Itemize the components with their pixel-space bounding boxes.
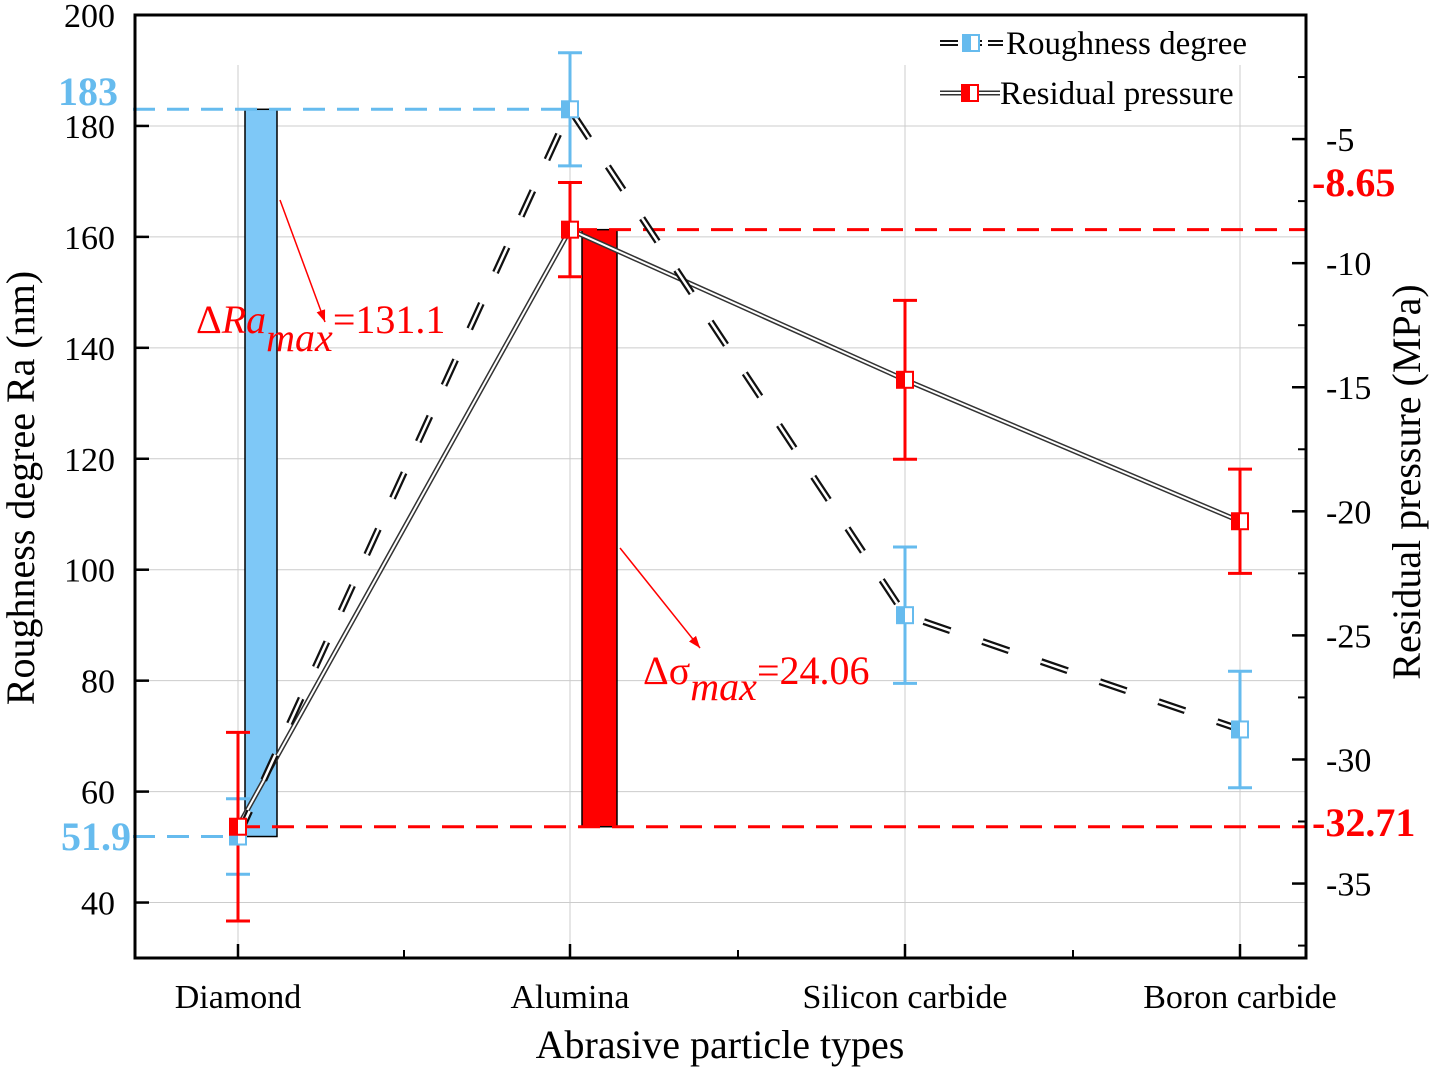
annotation-delta-symbol: Δ (196, 297, 222, 342)
marker-pressure-3-fill (1232, 513, 1240, 530)
legend-marker-pressure (961, 84, 979, 102)
marker-roughness-0-fill (230, 828, 238, 845)
annotation-sigma-sub: max (690, 664, 757, 709)
marker-pressure-3 (1231, 512, 1249, 531)
range-bar-roughness-diamond (244, 108, 278, 838)
ref-label-roughness-min: 51.9 (61, 814, 131, 859)
tick-label-right: -5 (1326, 122, 1354, 159)
series-line-roughness (236, 106, 1241, 838)
tick-label-left: 160 (64, 220, 115, 257)
marker-pressure-0-fill (230, 818, 238, 835)
tick-label-right: -10 (1326, 246, 1371, 283)
marker-roughness-1-fill (562, 101, 570, 118)
annotation-sigma-symbol: Δσ (643, 648, 690, 693)
marker-pressure-2-fill (897, 371, 905, 388)
legend-marker-roughness-fill (963, 35, 971, 51)
legend-marker-pressure-fill (962, 85, 970, 101)
annotation-arrow-ra (279, 199, 326, 323)
ref-label-roughness-max: 183 (58, 69, 118, 114)
marker-pressure-0 (229, 817, 247, 836)
range-bar-pressure-alumina (581, 228, 618, 828)
tick-label-left: 60 (81, 775, 115, 812)
error-bars (226, 51, 1252, 923)
tick-label-left: 80 (81, 664, 115, 701)
category-label: Diamond (175, 979, 302, 1016)
legend: Roughness degree Residual pressure (940, 26, 1247, 112)
marker-roughness-1 (561, 100, 579, 119)
marker-roughness-2-fill (897, 607, 905, 624)
x-axis-label: Abrasive particle types (536, 1022, 905, 1067)
tick-label-right: -35 (1326, 867, 1371, 904)
plot-frame (133, 13, 1308, 960)
annotation-delta-sigma: Δσmax=24.06 (643, 648, 870, 709)
range-bars (244, 108, 618, 838)
tick-label-left: 180 (64, 109, 115, 146)
marker-roughness-3 (1231, 720, 1249, 739)
tick-label-left: 40 (81, 886, 115, 923)
annotation-sigma-value: =24.06 (757, 648, 870, 693)
grid-lines (135, 14, 1306, 958)
tick-label-left: 120 (64, 442, 115, 479)
category-label: Silicon carbide (803, 979, 1008, 1016)
category-label: Alumina (511, 979, 630, 1016)
reference-lines (133, 107, 1306, 839)
series-lines (234, 102, 1242, 838)
category-label: Boron carbide (1143, 979, 1337, 1016)
annotations: 18351.9-8.65-32.71ΔRamax=131.1Δσmax=24.0… (58, 69, 1415, 859)
marker-roughness-3-fill (1232, 721, 1240, 738)
annotation-ra-sub: max (266, 315, 333, 360)
annotation-delta-ra: ΔRamax=131.1 (196, 297, 445, 360)
tick-label-left: 100 (64, 553, 115, 590)
marker-roughness-2 (896, 606, 914, 625)
tick-label-left: 140 (64, 331, 115, 368)
annotation-ra-var: Ra (221, 297, 266, 342)
tick-label-right: -30 (1326, 742, 1371, 779)
y-axis-right-label: Residual pressure (MPa) (1384, 284, 1429, 679)
tick-label-right: -15 (1326, 370, 1371, 407)
legend-marker-roughness (962, 34, 980, 52)
legend-label-pressure: Residual pressure (1000, 76, 1234, 112)
tick-label-left: 200 (64, 0, 115, 35)
tick-label-right: -25 (1326, 618, 1371, 655)
series-line-roughness-outer (234, 102, 1242, 838)
data-markers (229, 100, 1249, 846)
tick-label-right: -20 (1326, 494, 1371, 531)
marker-pressure-1-fill (562, 221, 570, 238)
annotation-arrow-sigma (619, 547, 701, 649)
y-axis-left-label: Roughness degree Ra (nm) (0, 271, 43, 705)
marker-pressure-2 (896, 370, 914, 389)
axes: 40 60 80 100 120 140 160 180 200 -35 -30 -25 -20 -15 -… (64, 0, 1371, 1016)
legend-label-roughness: Roughness degree (1006, 26, 1247, 62)
series-line-residual-pressure (237, 228, 1241, 828)
marker-pressure-1 (561, 220, 579, 239)
ref-label-pressure-max: -8.65 (1312, 160, 1395, 205)
ref-label-pressure-min: -32.71 (1312, 800, 1415, 845)
annotation-ra-value: =131.1 (333, 297, 446, 342)
